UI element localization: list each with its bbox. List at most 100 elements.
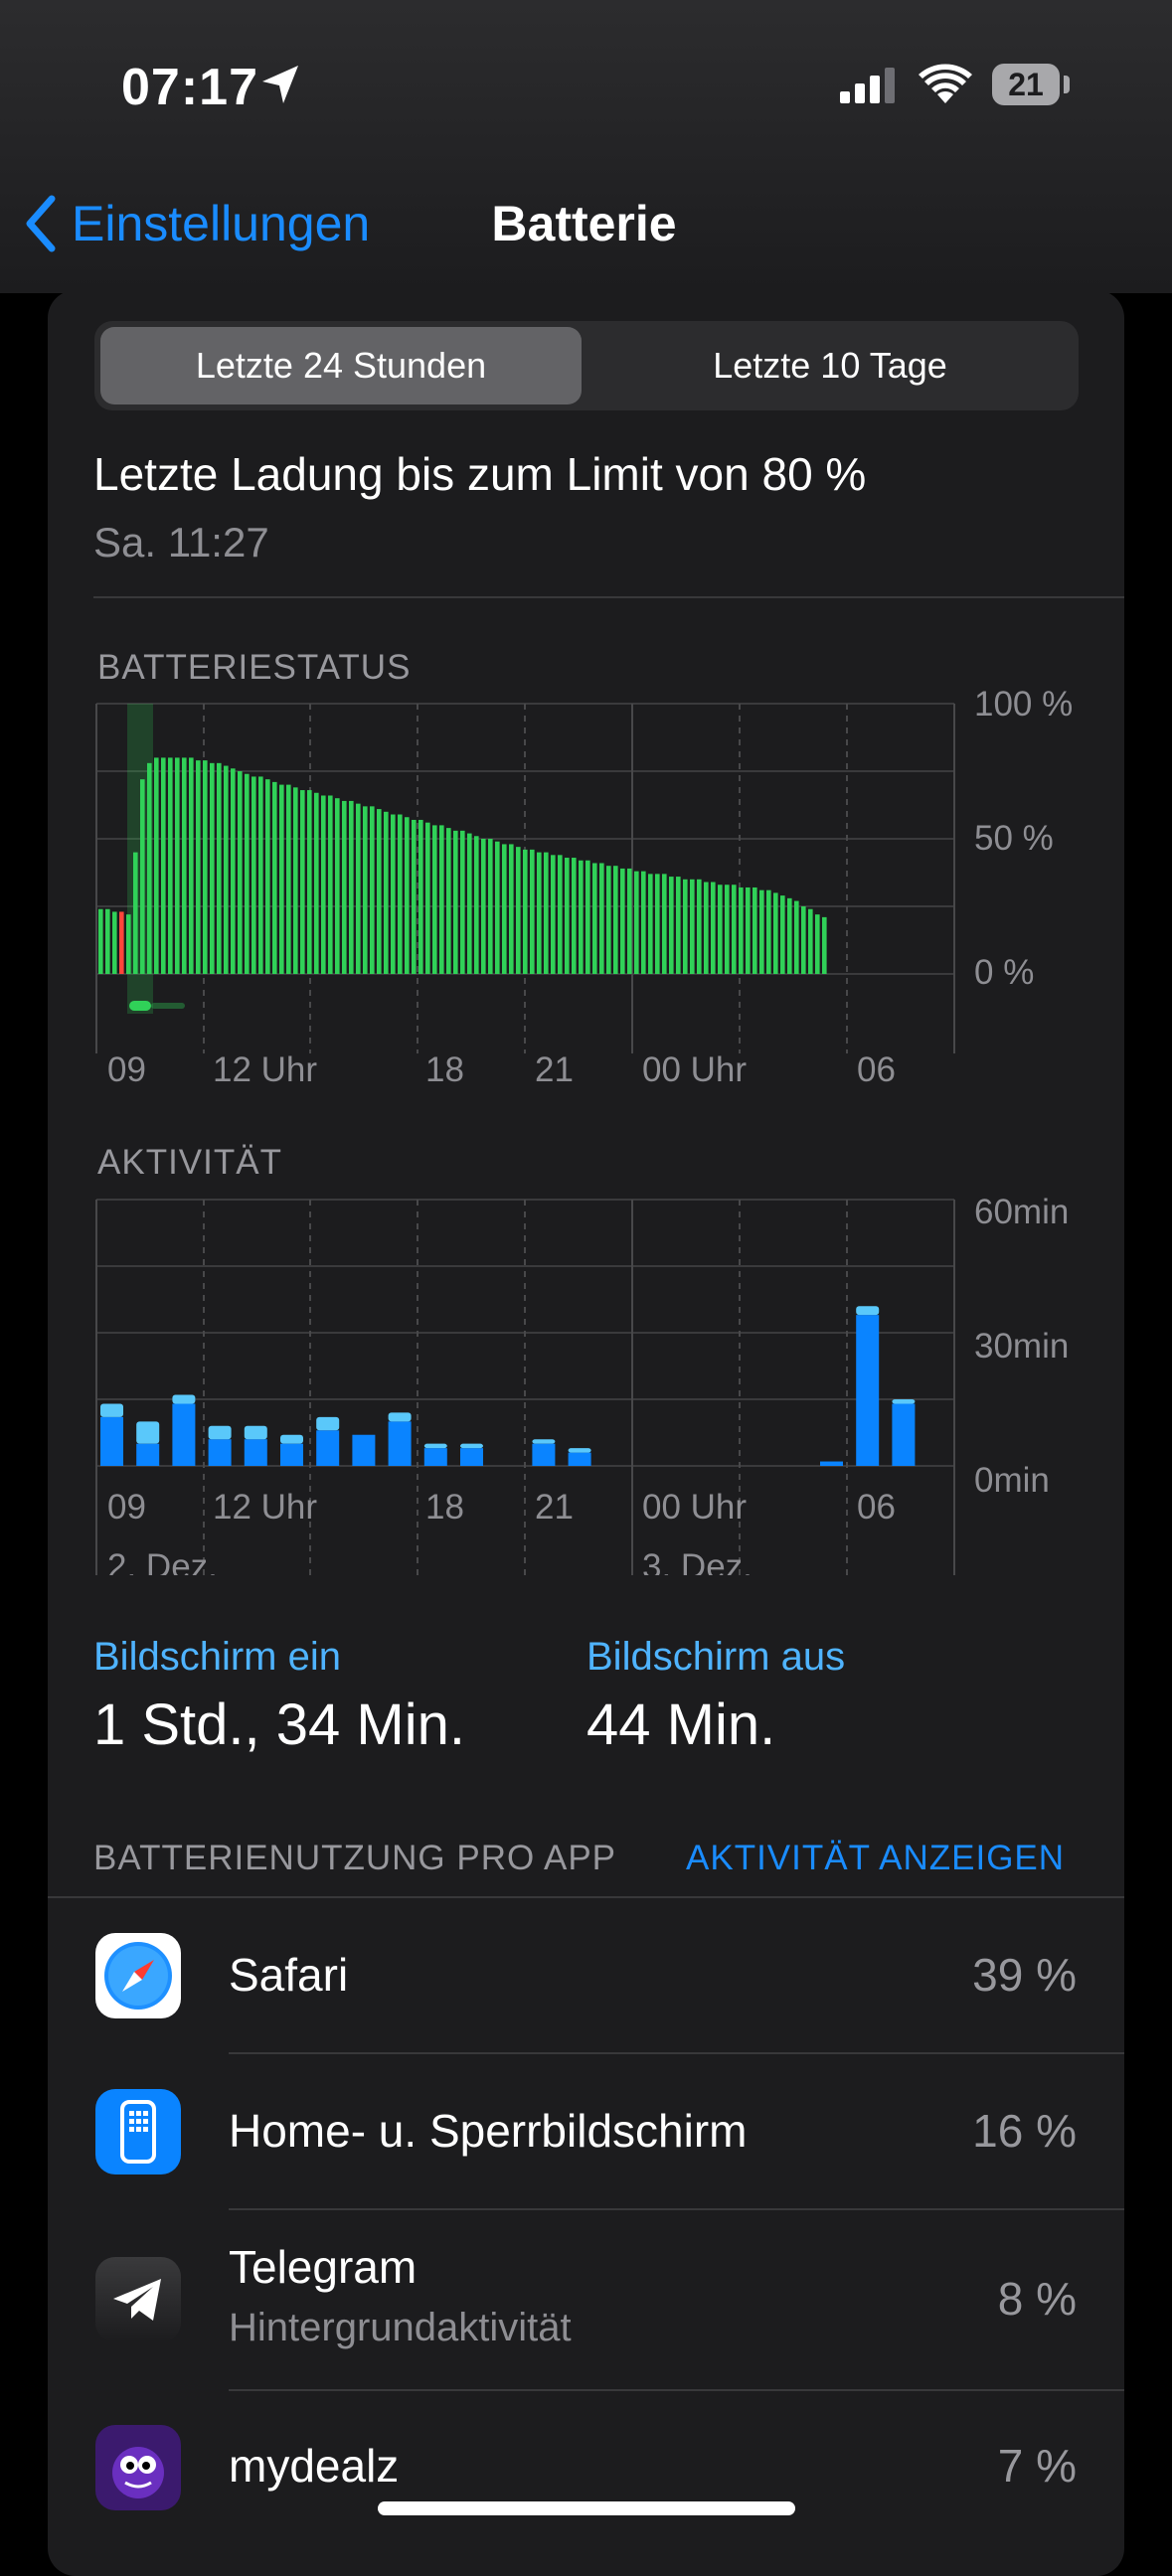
battery-bar <box>704 882 709 974</box>
activity-bar-screen-off <box>423 1443 447 1449</box>
battery-bar <box>342 800 347 974</box>
battery-bar <box>453 830 458 974</box>
charging-indicator <box>151 1003 185 1009</box>
battery-bar <box>551 855 556 974</box>
battery-bar <box>558 855 563 974</box>
activity-chart: 60min 30min 0min 09 12 Uhr 18 21 00 Uhr … <box>95 1193 1069 1575</box>
battery-bar <box>391 814 396 974</box>
charging-indicator <box>129 1001 151 1011</box>
battery-tip <box>1064 76 1070 93</box>
battery-bar <box>718 885 723 974</box>
battery-bar <box>481 839 486 974</box>
home-screen-icon <box>95 2089 181 2174</box>
activity-bar-screen-off <box>172 1394 196 1404</box>
segment-last-10-days[interactable]: Letzte 10 Tage <box>713 345 947 386</box>
segment-last-24-hours[interactable]: Letzte 24 Stunden <box>100 327 582 404</box>
battery-bar <box>293 787 298 974</box>
battery-bar <box>279 784 284 974</box>
battery-bar <box>419 819 423 974</box>
battery-bar <box>495 841 500 974</box>
battery-bar <box>683 879 688 974</box>
activity-bar-screen-off <box>100 1403 123 1417</box>
battery-bar <box>182 757 187 974</box>
battery-bar <box>732 885 737 974</box>
battery-bar <box>627 868 632 974</box>
battery-bar <box>586 860 590 974</box>
battery-bar <box>808 908 813 974</box>
screen-off-label: Bildschirm aus <box>586 1635 846 1679</box>
activity-bar-screen-off <box>316 1416 340 1431</box>
activity-bar-screen-off <box>892 1399 916 1404</box>
battery-bar <box>697 879 702 974</box>
battery-bar <box>565 858 570 974</box>
battery-y-tick: 0 % <box>974 953 1034 992</box>
activity-bar-screen-on <box>100 1416 123 1466</box>
battery-bar <box>370 806 375 974</box>
battery-bar <box>606 866 611 974</box>
battery-x-tick: 18 <box>425 1050 464 1089</box>
activity-bar-screen-on <box>352 1434 376 1466</box>
battery-bar <box>460 830 465 974</box>
activity-y-tick: 0min <box>974 1461 1050 1500</box>
app-row-home-screen[interactable]: Home- u. Sperrbildschirm 16 % <box>48 2054 1124 2208</box>
activity-bar-screen-off <box>136 1421 160 1444</box>
battery-bar <box>766 889 771 974</box>
battery-bar <box>258 776 263 974</box>
activity-x-tick: 12 Uhr <box>213 1488 317 1527</box>
battery-bar <box>314 792 319 974</box>
battery-bar <box>168 757 173 974</box>
battery-bar <box>801 906 806 974</box>
battery-bar <box>217 762 222 974</box>
battery-bar <box>189 757 194 974</box>
app-row-mydealz[interactable]: mydealz 7 % <box>48 2391 1124 2540</box>
app-percent: 16 % <box>972 2105 1077 2157</box>
battery-y-tick: 100 % <box>974 685 1073 724</box>
battery-bar <box>446 828 451 974</box>
battery-bar <box>300 790 305 974</box>
app-subtitle: Hintergrundaktivität <box>229 2306 572 2349</box>
activity-bar-screen-on <box>568 1452 591 1466</box>
telegram-icon <box>95 2257 181 2342</box>
battery-bar <box>787 897 792 974</box>
battery-bar <box>773 892 778 974</box>
safari-icon <box>95 1933 181 2018</box>
activity-bar-screen-off <box>280 1434 303 1444</box>
battery-bar <box>620 868 625 974</box>
battery-status-label: BATTERIESTATUS <box>97 648 412 687</box>
battery-level-chart: 100 % 50 % 0 % 09 12 Uhr 18 21 00 Uhr 06 <box>95 685 1073 1089</box>
app-row-safari[interactable]: Safari 39 % <box>48 1898 1124 2052</box>
activity-date-label: 3. Dez. <box>642 1547 753 1575</box>
activity-y-tick: 30min <box>974 1327 1069 1366</box>
app-name: Home- u. Sperrbildschirm <box>229 2105 748 2157</box>
battery-bar <box>224 765 229 974</box>
battery-bar <box>794 900 799 974</box>
back-button[interactable]: Einstellungen <box>24 195 370 252</box>
battery-bar <box>126 914 131 974</box>
battery-bar <box>112 911 117 974</box>
battery-bar <box>613 866 618 974</box>
battery-bar <box>822 916 827 974</box>
battery-bar <box>474 836 479 974</box>
battery-indicator: 21 <box>992 64 1060 105</box>
battery-bar <box>780 895 785 974</box>
app-row-telegram[interactable]: Telegram Hintergrundaktivität 8 % <box>48 2210 1124 2389</box>
battery-bar <box>321 795 326 974</box>
show-activity-button[interactable]: AKTIVITÄT ANZEIGEN <box>686 1839 1066 1877</box>
app-name: mydealz <box>229 2440 400 2492</box>
battery-x-tick: 00 Uhr <box>642 1050 747 1089</box>
screen-off-value: 44 Min. <box>586 1692 776 1757</box>
battery-bar <box>537 852 542 974</box>
activity-bar-screen-on <box>208 1439 232 1466</box>
divider <box>229 2208 1124 2210</box>
battery-bar <box>530 849 535 974</box>
battery-bar <box>384 811 389 974</box>
app-percent: 39 % <box>972 1949 1077 2001</box>
battery-bar <box>405 817 410 974</box>
battery-bar <box>467 833 472 974</box>
battery-bar <box>154 757 159 974</box>
battery-bar <box>648 874 653 974</box>
activity-bar-screen-off <box>388 1412 412 1422</box>
battery-bar <box>655 874 660 974</box>
battery-bar <box>725 885 730 974</box>
battery-bar <box>196 760 201 974</box>
